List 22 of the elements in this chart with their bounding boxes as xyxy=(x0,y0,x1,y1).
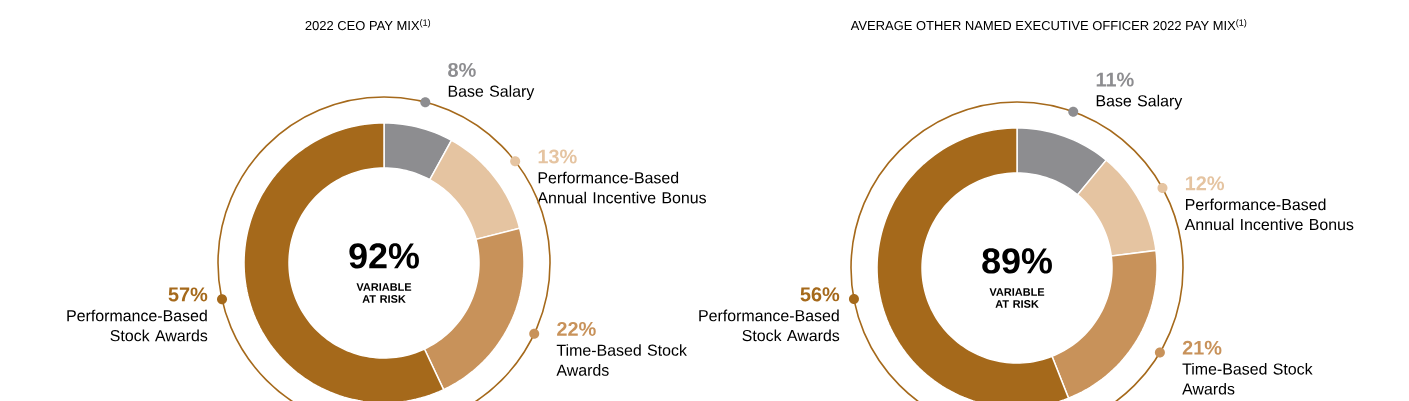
data-label: 13% xyxy=(538,149,577,164)
slice-label: Performance-Based Annual Incentive Bonus xyxy=(537,171,707,204)
slice-label: Time-Based Stock Awards xyxy=(1182,362,1313,395)
data-label: 57% xyxy=(168,287,208,302)
text: VARIABLE AT RISK xyxy=(356,283,412,303)
chart-title: AVERAGE OTHER NAMED EXECUTIVE OFFICER 2022 PAY MIX$^{(1)}$ xyxy=(850,19,1247,31)
chart-title: 2022 CEO PAY MIX$^{(1)}$ xyxy=(305,19,431,31)
text: 89% xyxy=(982,248,1052,274)
slice-label: Performance-Based Annual Incentive Bonus xyxy=(1184,198,1354,231)
data-label: 22% xyxy=(557,321,596,336)
slice-label: Performance-Based Stock Awards xyxy=(699,309,840,342)
data-label: 56% xyxy=(800,287,840,302)
slice-label: Performance-Based Stock Awards xyxy=(67,309,208,342)
legend-label: Base Salary xyxy=(1096,94,1183,110)
data-label: 11% xyxy=(1096,72,1134,87)
text: VARIABLE AT RISK xyxy=(989,288,1045,308)
slice-label: Time-Based Stock Awards xyxy=(556,344,687,376)
legend-label: Base Salary xyxy=(448,85,535,101)
data-label: 12% xyxy=(1185,176,1225,191)
data-label: 8% xyxy=(448,62,476,77)
data-label: 21% xyxy=(1182,340,1222,355)
text: 92% xyxy=(349,243,419,269)
